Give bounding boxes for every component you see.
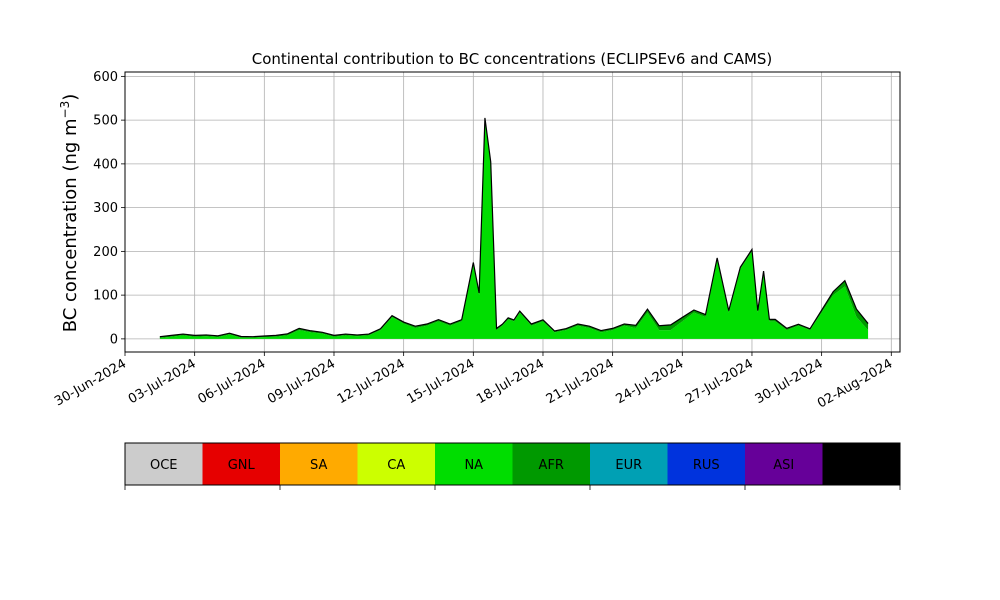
y-tick-label: 100 (93, 289, 118, 304)
y-axis-label-exponent: −3 (58, 101, 72, 119)
legend-label-eur: EUR (615, 458, 642, 473)
y-tick-label: 0 (110, 332, 118, 347)
chart-title: Continental contribution to BC concentra… (252, 50, 773, 68)
y-tick-label: 200 (93, 245, 118, 260)
legend-label-asi: ASI (773, 458, 794, 473)
total-line (159, 117, 869, 338)
legend-swatch-rus (667, 443, 745, 485)
legend-label-ca: CA (387, 458, 405, 473)
colorbar-legend: OCE GNL SA CA NA AFR EUR RUS ASI AUS (124, 442, 901, 490)
legend-swatch-oce (125, 443, 203, 485)
legend-label-rus: RUS (693, 458, 720, 473)
y-tick-label: 300 (93, 201, 118, 216)
legend-label-na: NA (464, 458, 483, 473)
y-tick-label: 400 (93, 157, 118, 172)
legend-frame (124, 442, 901, 486)
legend-swatch-afr (512, 443, 590, 485)
stacked-areas (159, 117, 869, 339)
legend-swatch-eur (590, 443, 668, 485)
plot-frame (124, 71, 901, 353)
legend-swatch-sa (280, 443, 358, 485)
legend-label-aus: AUS (848, 458, 875, 473)
legend-swatch-asi (745, 443, 823, 485)
grid (124, 72, 900, 352)
y-axis-label-close: ) (60, 94, 81, 101)
legend-swatch-ca (357, 443, 435, 485)
legend-label-gnl: GNL (228, 458, 256, 473)
legend-swatch-na (435, 443, 513, 485)
legend-label-sa: SA (310, 458, 327, 473)
legend-label-afr: AFR (539, 458, 564, 473)
legend-swatch-gnl (202, 443, 280, 485)
y-tick-label: 500 (93, 114, 118, 129)
y-tick-label: 600 (93, 70, 118, 85)
y-axis-label: BC concentration (ng m−3) (58, 94, 81, 333)
legend-swatch-aus (822, 443, 900, 485)
legend-label-oce: OCE (150, 458, 178, 473)
y-axis-label-main: BC concentration (ng m (60, 118, 81, 332)
